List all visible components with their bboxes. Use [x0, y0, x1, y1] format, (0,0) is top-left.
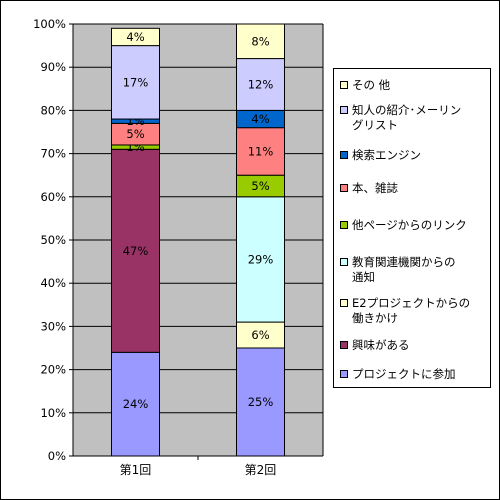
bar-segment: [236, 127, 285, 176]
legend-item: プロジェクトに参加: [340, 367, 490, 382]
data-label: 12%: [248, 77, 274, 91]
legend-label: 検索エンジン: [352, 148, 421, 162]
legend-swatch: [340, 258, 348, 266]
y-tick-label: 90%: [40, 60, 66, 74]
bar-segment: [111, 148, 160, 353]
legend: その 他知人の紹介･メーリン グリスト検索エンジン 本、雑誌他ページからのリンク教…: [333, 68, 491, 388]
y-tick-label: 0%: [48, 449, 66, 463]
legend-label: 教育関連機関からの 通知: [352, 255, 456, 284]
legend-swatch: [340, 299, 348, 307]
data-label: 17%: [123, 75, 149, 89]
bar-segment: [111, 45, 160, 120]
y-tick-label: 40%: [40, 276, 66, 290]
data-label: 25%: [248, 395, 274, 409]
legend-swatch: [340, 370, 348, 378]
y-tick-label: 30%: [40, 319, 66, 333]
legend-item: 本、雑誌: [340, 181, 490, 196]
data-label: 5%: [251, 179, 269, 193]
data-label: 5%: [126, 127, 144, 141]
x-tick-label: 第1回: [120, 463, 152, 477]
y-tick-label: 80%: [40, 103, 66, 117]
legend-item: 興味がある: [340, 338, 490, 353]
y-tick-label: 100%: [33, 17, 66, 31]
x-axis-ticks: 第1回 第2回: [120, 456, 277, 477]
legend-label: その 他: [352, 78, 391, 92]
data-label: 11%: [248, 144, 274, 158]
y-tick-label: 70%: [40, 147, 66, 161]
legend-swatch: [340, 184, 348, 192]
bar-segment: [236, 196, 285, 323]
legend-swatch: [340, 221, 348, 229]
data-label: 29%: [248, 252, 274, 266]
bar-segment: [236, 23, 285, 60]
legend-label: E2プロジェクトからの 働きかけ: [352, 296, 471, 325]
legend-swatch: [340, 81, 348, 89]
data-label: 24%: [123, 397, 149, 411]
data-label: 6%: [251, 328, 269, 342]
legend-item: E2プロジェクトからの 働きかけ: [340, 296, 490, 326]
bar-segment: [111, 27, 160, 47]
data-label: 4%: [251, 112, 269, 126]
legend-label: 知人の紹介･メーリン グリスト: [352, 103, 462, 132]
legend-item: 他ページからのリンク: [340, 218, 490, 233]
y-tick-label: 10%: [40, 406, 66, 420]
legend-item: 知人の紹介･メーリン グリスト: [340, 103, 490, 133]
legend-swatch: [340, 341, 348, 349]
y-tick-label: 60%: [40, 190, 66, 204]
x-tick-label: 第2回: [245, 463, 277, 477]
y-tick-label: 50%: [40, 233, 66, 247]
legend-swatch: [340, 151, 348, 159]
y-axis-ticks: 0% 10% 20% 30% 40% 50% 60% 70% 80% 90% 100%: [33, 17, 324, 463]
legend-label: プロジェクトに参加: [352, 367, 456, 381]
bar-segment: [236, 58, 285, 111]
legend-item: 検索エンジン: [340, 148, 490, 163]
data-label: 4%: [126, 30, 144, 44]
legend-swatch: [340, 106, 348, 114]
data-label: 8%: [251, 34, 269, 48]
legend-label: 本、雑誌: [352, 181, 398, 195]
bar-segment: [236, 347, 285, 457]
bars: 24%47%1%5%1%17%4%25%6%29%5%11%4%12%8%: [111, 23, 285, 457]
legend-label: 他ページからのリンク: [352, 218, 467, 232]
legend-item: その 他: [340, 78, 490, 93]
y-tick-label: 20%: [40, 363, 66, 377]
legend-item: 教育関連機関からの 通知: [340, 255, 490, 285]
legend-label: 興味がある: [352, 338, 410, 352]
data-label: 47%: [123, 244, 149, 258]
